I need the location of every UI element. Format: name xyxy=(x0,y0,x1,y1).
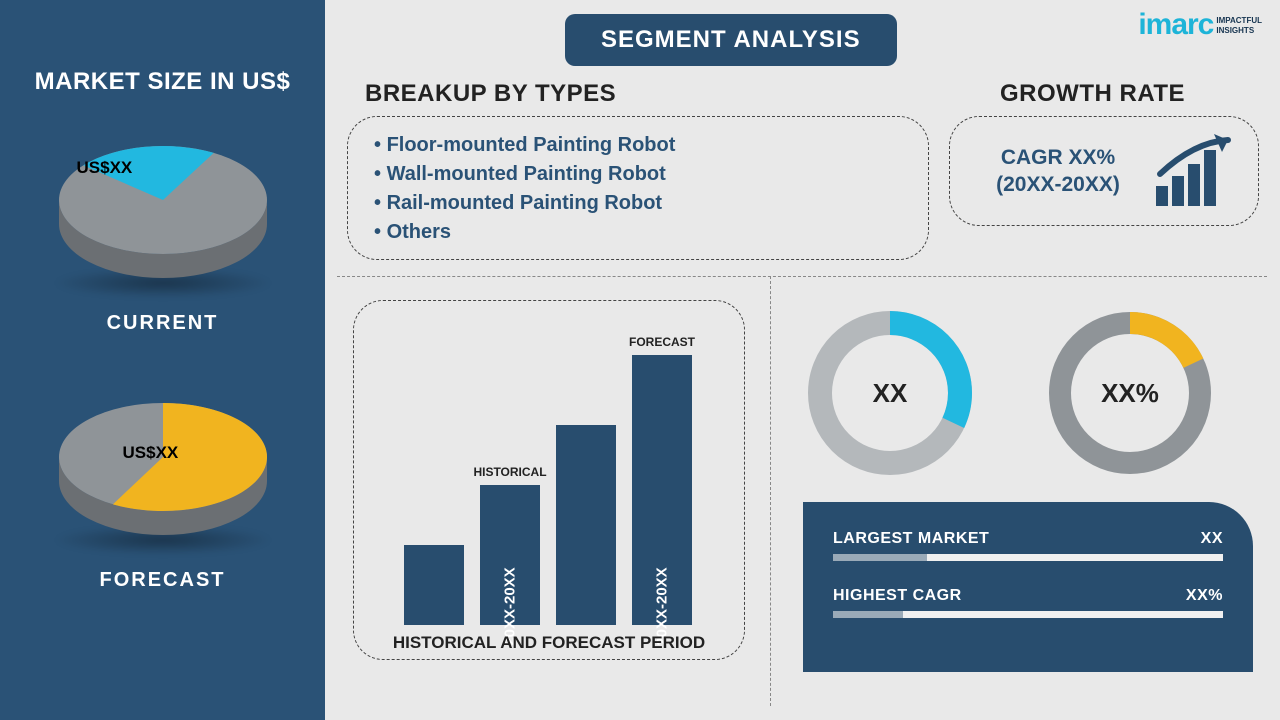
bar: HISTORICAL20XX-20XX xyxy=(480,485,540,625)
right-area: SEGMENT ANALYSIS imarc IMPACTFUL INSIGHT… xyxy=(325,0,1280,720)
market-size-title: MARKET SIZE IN US$ xyxy=(0,68,325,96)
breakup-title: BREAKUP BY TYPES xyxy=(365,80,616,108)
donut-xx: XX xyxy=(805,308,975,478)
breakup-item: Wall-mounted Painting Robot xyxy=(374,160,902,189)
bar: FORECAST20XX-20XX xyxy=(632,355,692,625)
donut-xx-center: XX xyxy=(805,308,975,478)
bar-caption: HISTORICAL AND FORECAST PERIOD xyxy=(354,633,744,653)
bar-chart: HISTORICAL20XX-20XX FORECAST20XX-20XX xyxy=(404,335,704,625)
metric-row: HIGHEST CAGR XX% xyxy=(833,587,1223,618)
pie-current: US$XX xyxy=(43,128,283,298)
donut-pct: XX% xyxy=(1045,308,1215,478)
metric-row: LARGEST MARKET XX xyxy=(833,530,1223,561)
divider-vertical xyxy=(770,276,771,706)
brand-logo: imarc IMPACTFUL INSIGHTS xyxy=(1138,8,1262,42)
breakup-item: Others xyxy=(374,218,902,247)
pie-current-caption: CURRENT xyxy=(0,312,325,335)
logo-tag-1: IMPACTFUL xyxy=(1216,16,1262,25)
bar xyxy=(404,545,464,625)
growth-box: CAGR XX% (20XX-20XX) xyxy=(949,116,1259,226)
metric-label: LARGEST MARKET xyxy=(833,530,989,548)
logo-cyan: imarc xyxy=(1138,8,1213,41)
growth-line1: CAGR XX% xyxy=(1001,146,1115,169)
metric-bar xyxy=(833,554,1223,561)
metric-value: XX xyxy=(1201,530,1223,548)
pie-current-label: US$XX xyxy=(77,158,133,178)
metric-label: HIGHEST CAGR xyxy=(833,587,962,605)
divider-horizontal xyxy=(337,276,1267,277)
pie-forecast-caption: FORECAST xyxy=(0,569,325,592)
logo-text: imarc xyxy=(1138,8,1213,42)
left-panel: MARKET SIZE IN US$ US$XX CURRENT US$XX F… xyxy=(0,0,325,720)
bar-label-forecast: FORECAST xyxy=(629,335,695,349)
growth-chart-icon xyxy=(1154,134,1240,208)
breakup-item: Floor-mounted Painting Robot xyxy=(374,131,902,160)
growth-title: GROWTH RATE xyxy=(1000,80,1185,108)
metric-bar-fill xyxy=(833,611,903,618)
bar-panel: HISTORICAL20XX-20XX FORECAST20XX-20XX HIS… xyxy=(353,300,745,660)
metric-bar-fill xyxy=(833,554,927,561)
pie-forecast: US$XX xyxy=(43,385,283,555)
metric-value: XX% xyxy=(1186,587,1223,605)
donuts-row: XX XX% xyxy=(805,308,1255,478)
pie-forecast-svg xyxy=(53,395,273,535)
donut-pct-center: XX% xyxy=(1045,308,1215,478)
logo-tagline: IMPACTFUL INSIGHTS xyxy=(1216,16,1262,35)
bar xyxy=(556,425,616,625)
header-badge: SEGMENT ANALYSIS xyxy=(565,14,897,66)
growth-text: CAGR XX% (20XX-20XX) xyxy=(968,144,1148,199)
breakup-list: Floor-mounted Painting RobotWall-mounted… xyxy=(374,131,902,247)
growth-line2: (20XX-20XX) xyxy=(996,173,1120,196)
breakup-item: Rail-mounted Painting Robot xyxy=(374,189,902,218)
breakup-box: Floor-mounted Painting RobotWall-mounted… xyxy=(347,116,929,260)
metric-bar xyxy=(833,611,1223,618)
bar-label-historical: HISTORICAL xyxy=(473,465,546,479)
metrics-card: LARGEST MARKET XX HIGHEST CAGR XX% xyxy=(803,502,1253,672)
logo-tag-2: INSIGHTS xyxy=(1216,26,1254,35)
pie-forecast-label: US$XX xyxy=(123,443,179,463)
